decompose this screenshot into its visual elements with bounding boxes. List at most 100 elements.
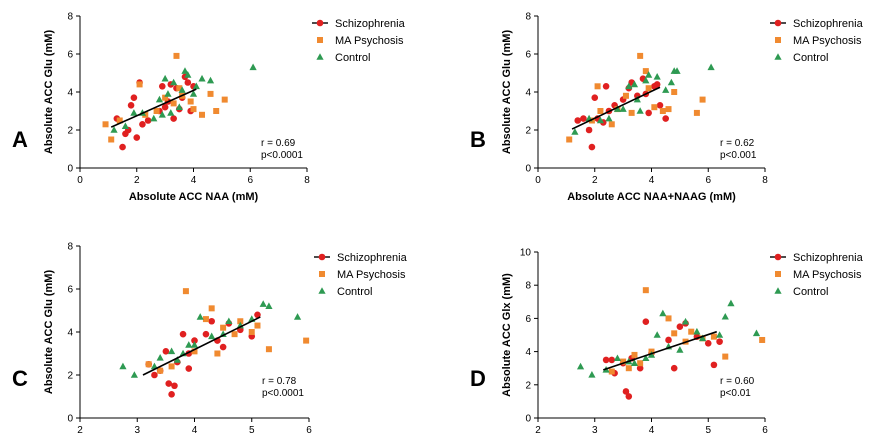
data-point-ma-psychosis: [622, 92, 629, 99]
data-point-schizophrenia: [625, 393, 633, 400]
data-point-control: [175, 103, 183, 110]
y-axis-title: Absolute ACC Glu (mM): [43, 270, 55, 395]
data-point-control: [198, 74, 206, 82]
x-tick-label: 3: [592, 425, 598, 436]
data-point-ma-psychosis: [710, 333, 717, 340]
data-point-ma-psychosis: [265, 346, 272, 353]
panel-a: A 0 2 4 6 8 0 2 4 6 8 Absolute ACC NAA (mM) Absolute…: [12, 12, 406, 204]
y-tick-label: 8: [67, 242, 73, 253]
data-point-control: [676, 346, 684, 353]
data-point-ma-psychosis: [254, 322, 261, 329]
data-point-ma-psychosis: [608, 121, 615, 128]
x-tick-label: 5: [705, 425, 711, 436]
panel-letter: A: [12, 127, 28, 152]
data-point-ma-psychosis: [637, 52, 644, 59]
x-tick-label: 4: [191, 175, 197, 186]
data-point-control: [150, 114, 158, 122]
data-point-schizophrenia: [130, 94, 138, 101]
x-tick-label: 3: [134, 425, 140, 436]
data-point-ma-psychosis: [620, 358, 627, 365]
data-point-control: [588, 371, 596, 378]
data-point-ma-psychosis: [722, 353, 729, 360]
data-point-control: [161, 74, 169, 82]
data-point-ma-psychosis: [665, 315, 672, 322]
legend-marker-ma-psychosis: [317, 37, 323, 43]
y-tick-label: 2: [525, 380, 531, 391]
data-point-ma-psychosis: [182, 288, 189, 295]
x-tick-label: 8: [762, 175, 768, 186]
x-tick-label: 6: [306, 425, 312, 436]
data-point-control: [164, 90, 172, 97]
data-point-schizophrenia: [716, 338, 723, 345]
data-point-ma-psychosis: [237, 318, 244, 325]
data-point-ma-psychosis: [303, 337, 310, 344]
data-point-control: [189, 90, 198, 97]
x-tick-label: 6: [762, 425, 768, 436]
stat-p-value: p<0.0001: [262, 388, 304, 399]
data-point-control: [707, 63, 715, 71]
data-point-ma-psychosis: [191, 348, 198, 355]
data-point-ma-psychosis: [671, 330, 678, 337]
data-point-schizophrenia: [151, 371, 158, 379]
y-tick-label: 10: [520, 248, 532, 259]
data-point-control: [265, 302, 273, 309]
panel-letter: C: [12, 366, 28, 391]
data-point-control: [208, 332, 216, 340]
legend-label: MA Psychosis: [337, 269, 406, 281]
data-point-schizophrenia: [158, 83, 166, 90]
data-point-control: [119, 362, 127, 370]
legend-marker-control: [774, 287, 782, 294]
stat-r-value: r = 0.62: [720, 138, 755, 149]
data-point-ma-psychosis: [248, 329, 255, 335]
stat-r-value: r = 0.60: [720, 376, 755, 387]
data-point-ma-psychosis: [213, 108, 220, 114]
y-tick-label: 4: [67, 88, 73, 99]
data-point-ma-psychosis: [168, 363, 175, 370]
y-tick-label: 8: [525, 281, 531, 292]
x-axis-title: Absolute ACC NAA+NAAG (mM): [567, 191, 736, 203]
data-point-schizophrenia: [165, 380, 173, 387]
data-point-control: [596, 116, 605, 124]
data-point-control: [158, 111, 166, 118]
data-point-control: [192, 82, 200, 90]
regression-line: [603, 330, 718, 371]
y-tick-label: 4: [67, 328, 73, 339]
data-point-schizophrenia: [591, 94, 599, 101]
data-point-schizophrenia: [636, 364, 644, 372]
panel-b: B 0 2 4 6 8 0 2 4 6 8 Absolute ACC NAA+NAAG (mM) Abs…: [470, 12, 864, 204]
data-point-control: [576, 362, 585, 370]
data-point-ma-psychosis: [659, 108, 666, 114]
regression-line: [571, 86, 661, 130]
data-point-schizophrenia: [656, 102, 664, 109]
data-point-ma-psychosis: [157, 367, 164, 374]
legend-label: Schizophrenia: [337, 252, 408, 264]
data-point-ma-psychosis: [642, 287, 649, 294]
data-point-schizophrenia: [184, 79, 192, 86]
data-point-ma-psychosis: [625, 365, 632, 372]
data-point-schizophrenia: [208, 317, 215, 325]
x-tick-label: 5: [249, 425, 255, 436]
data-point-schizophrenia: [170, 115, 177, 122]
data-point-schizophrenia: [127, 102, 135, 109]
data-point-control: [167, 109, 175, 116]
data-point-schizophrenia: [133, 134, 141, 141]
legend-label: Control: [793, 52, 828, 64]
data-point-control: [184, 71, 192, 78]
data-point-control: [155, 95, 164, 103]
y-axis-title: Absolute ACC Glx (mM): [501, 273, 513, 397]
data-point-ma-psychosis: [162, 94, 169, 101]
stat-r-value: r = 0.69: [261, 138, 296, 149]
data-point-control: [662, 86, 670, 93]
data-point-schizophrenia: [662, 115, 669, 122]
data-point-ma-psychosis: [136, 81, 143, 88]
data-point-control: [752, 329, 761, 337]
data-point-schizophrenia: [602, 356, 610, 364]
y-tick-label: 8: [525, 12, 531, 23]
data-point-schizophrenia: [202, 330, 210, 338]
y-tick-label: 4: [525, 88, 531, 99]
regression-line: [142, 316, 261, 376]
y-tick-label: 6: [525, 314, 531, 325]
